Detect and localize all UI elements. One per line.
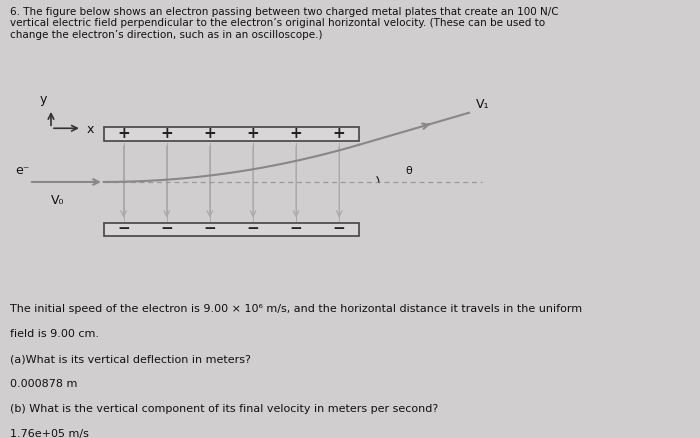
Text: +: + [117,126,130,141]
Text: +: + [332,126,346,141]
Text: e⁻: e⁻ [15,164,29,177]
Text: x: x [86,123,94,136]
Text: −: − [246,221,259,237]
Bar [104,127,359,141]
Text: V₀: V₀ [51,194,64,207]
Text: +: + [160,126,173,141]
Text: +: + [246,126,259,141]
Text: −: − [204,221,216,237]
Text: −: − [332,221,346,237]
Text: The initial speed of the electron is 9.00 × 10⁶ m/s, and the horizontal distance: The initial speed of the electron is 9.0… [10,304,582,314]
Text: V₁: V₁ [475,99,489,111]
Text: θ: θ [405,166,412,176]
Text: (b) What is the vertical component of its final velocity in meters per second?: (b) What is the vertical component of it… [10,404,439,414]
Text: +: + [290,126,302,141]
Text: (a)What is its vertical deflection in meters?: (a)What is its vertical deflection in me… [10,354,251,364]
Text: −: − [290,221,302,237]
Text: 6. The figure below shows an electron passing between two charged metal plates t: 6. The figure below shows an electron pa… [10,7,559,40]
Text: 0.000878 m: 0.000878 m [10,379,78,389]
Bar [104,223,359,236]
Text: +: + [204,126,216,141]
Text: field is 9.00 cm.: field is 9.00 cm. [10,329,99,339]
Text: −: − [117,221,130,237]
Text: y: y [39,93,47,106]
Text: −: − [160,221,173,237]
Text: 1.76e+05 m/s: 1.76e+05 m/s [10,429,90,438]
